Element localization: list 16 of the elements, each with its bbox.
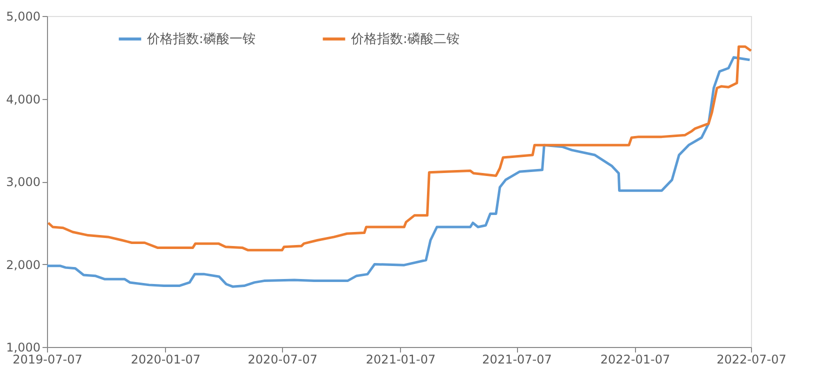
x-tick-label: 2022-01-07 <box>600 352 670 366</box>
y-tick-label: 3,000 <box>6 175 40 189</box>
y-tick-label: 4,000 <box>6 92 40 106</box>
line-series <box>46 56 751 288</box>
x-tick-label: 2022-07-07 <box>716 352 786 366</box>
x-tick-label: 2021-07-07 <box>482 352 552 366</box>
x-tick-label: 2020-01-07 <box>130 352 201 366</box>
x-tick-label: 2020-07-07 <box>248 352 318 366</box>
x-tick-label: 2021-01-07 <box>366 352 436 366</box>
legend-label: 价格指数:磷酸二铵 <box>350 32 460 47</box>
y-tick-label: 1,000 <box>6 340 40 354</box>
y-tick-label: 5,000 <box>6 10 40 24</box>
line-series <box>47 45 752 252</box>
y-tick-label: 2,000 <box>6 258 40 272</box>
x-tick-label: 2019-07-07 <box>12 352 82 366</box>
legend-label: 价格指数:磷酸一铵 <box>146 32 256 47</box>
